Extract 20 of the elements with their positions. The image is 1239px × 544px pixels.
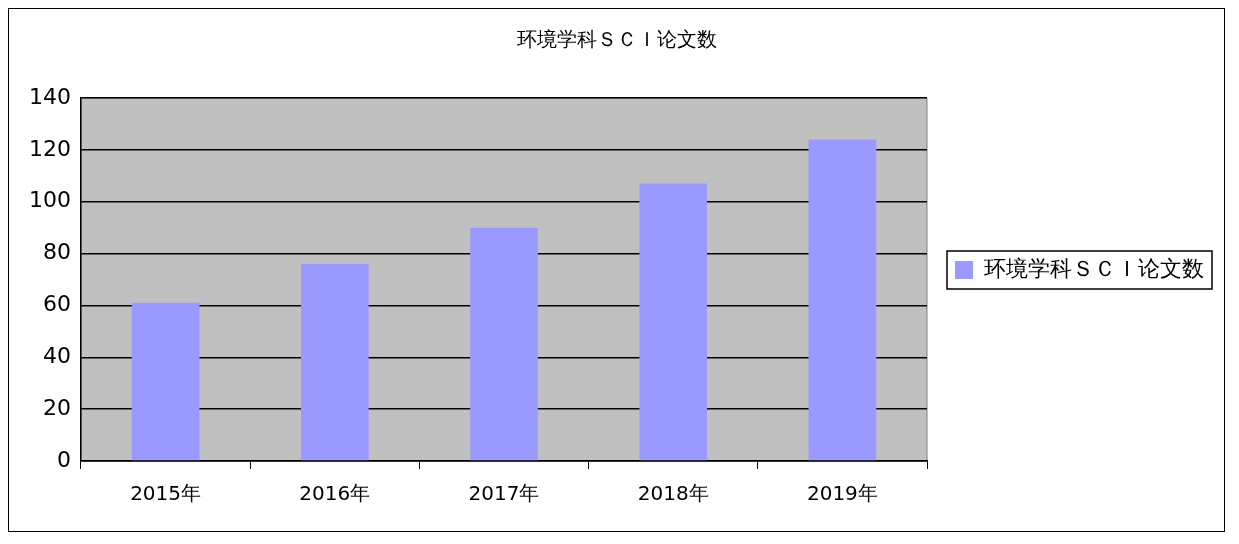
x-tick-label: 2018年 <box>637 481 709 506</box>
x-tick-label: 2019年 <box>806 481 878 506</box>
bar <box>639 183 708 461</box>
y-tick-label: 120 <box>28 135 71 161</box>
bar <box>470 227 538 461</box>
x-tick-label: 2016年 <box>299 481 371 506</box>
y-tick-label: 100 <box>28 187 71 213</box>
bar <box>808 139 877 461</box>
y-tick-label: 140 <box>28 83 71 109</box>
chart-title: 环境学科ＳＣＩ论文数 <box>516 27 717 52</box>
y-tick-label: 80 <box>42 239 71 265</box>
y-tick-label: 0 <box>56 446 71 472</box>
legend-label: 环境学科ＳＣＩ论文数 <box>984 255 1204 281</box>
x-tick-label: 2015年 <box>130 481 202 506</box>
bar <box>300 263 369 461</box>
y-tick-label: 20 <box>42 394 71 420</box>
y-tick-label: 60 <box>42 291 71 317</box>
x-tick-label: 2017年 <box>468 481 540 506</box>
y-tick-label: 40 <box>42 343 71 368</box>
bar <box>131 302 200 461</box>
